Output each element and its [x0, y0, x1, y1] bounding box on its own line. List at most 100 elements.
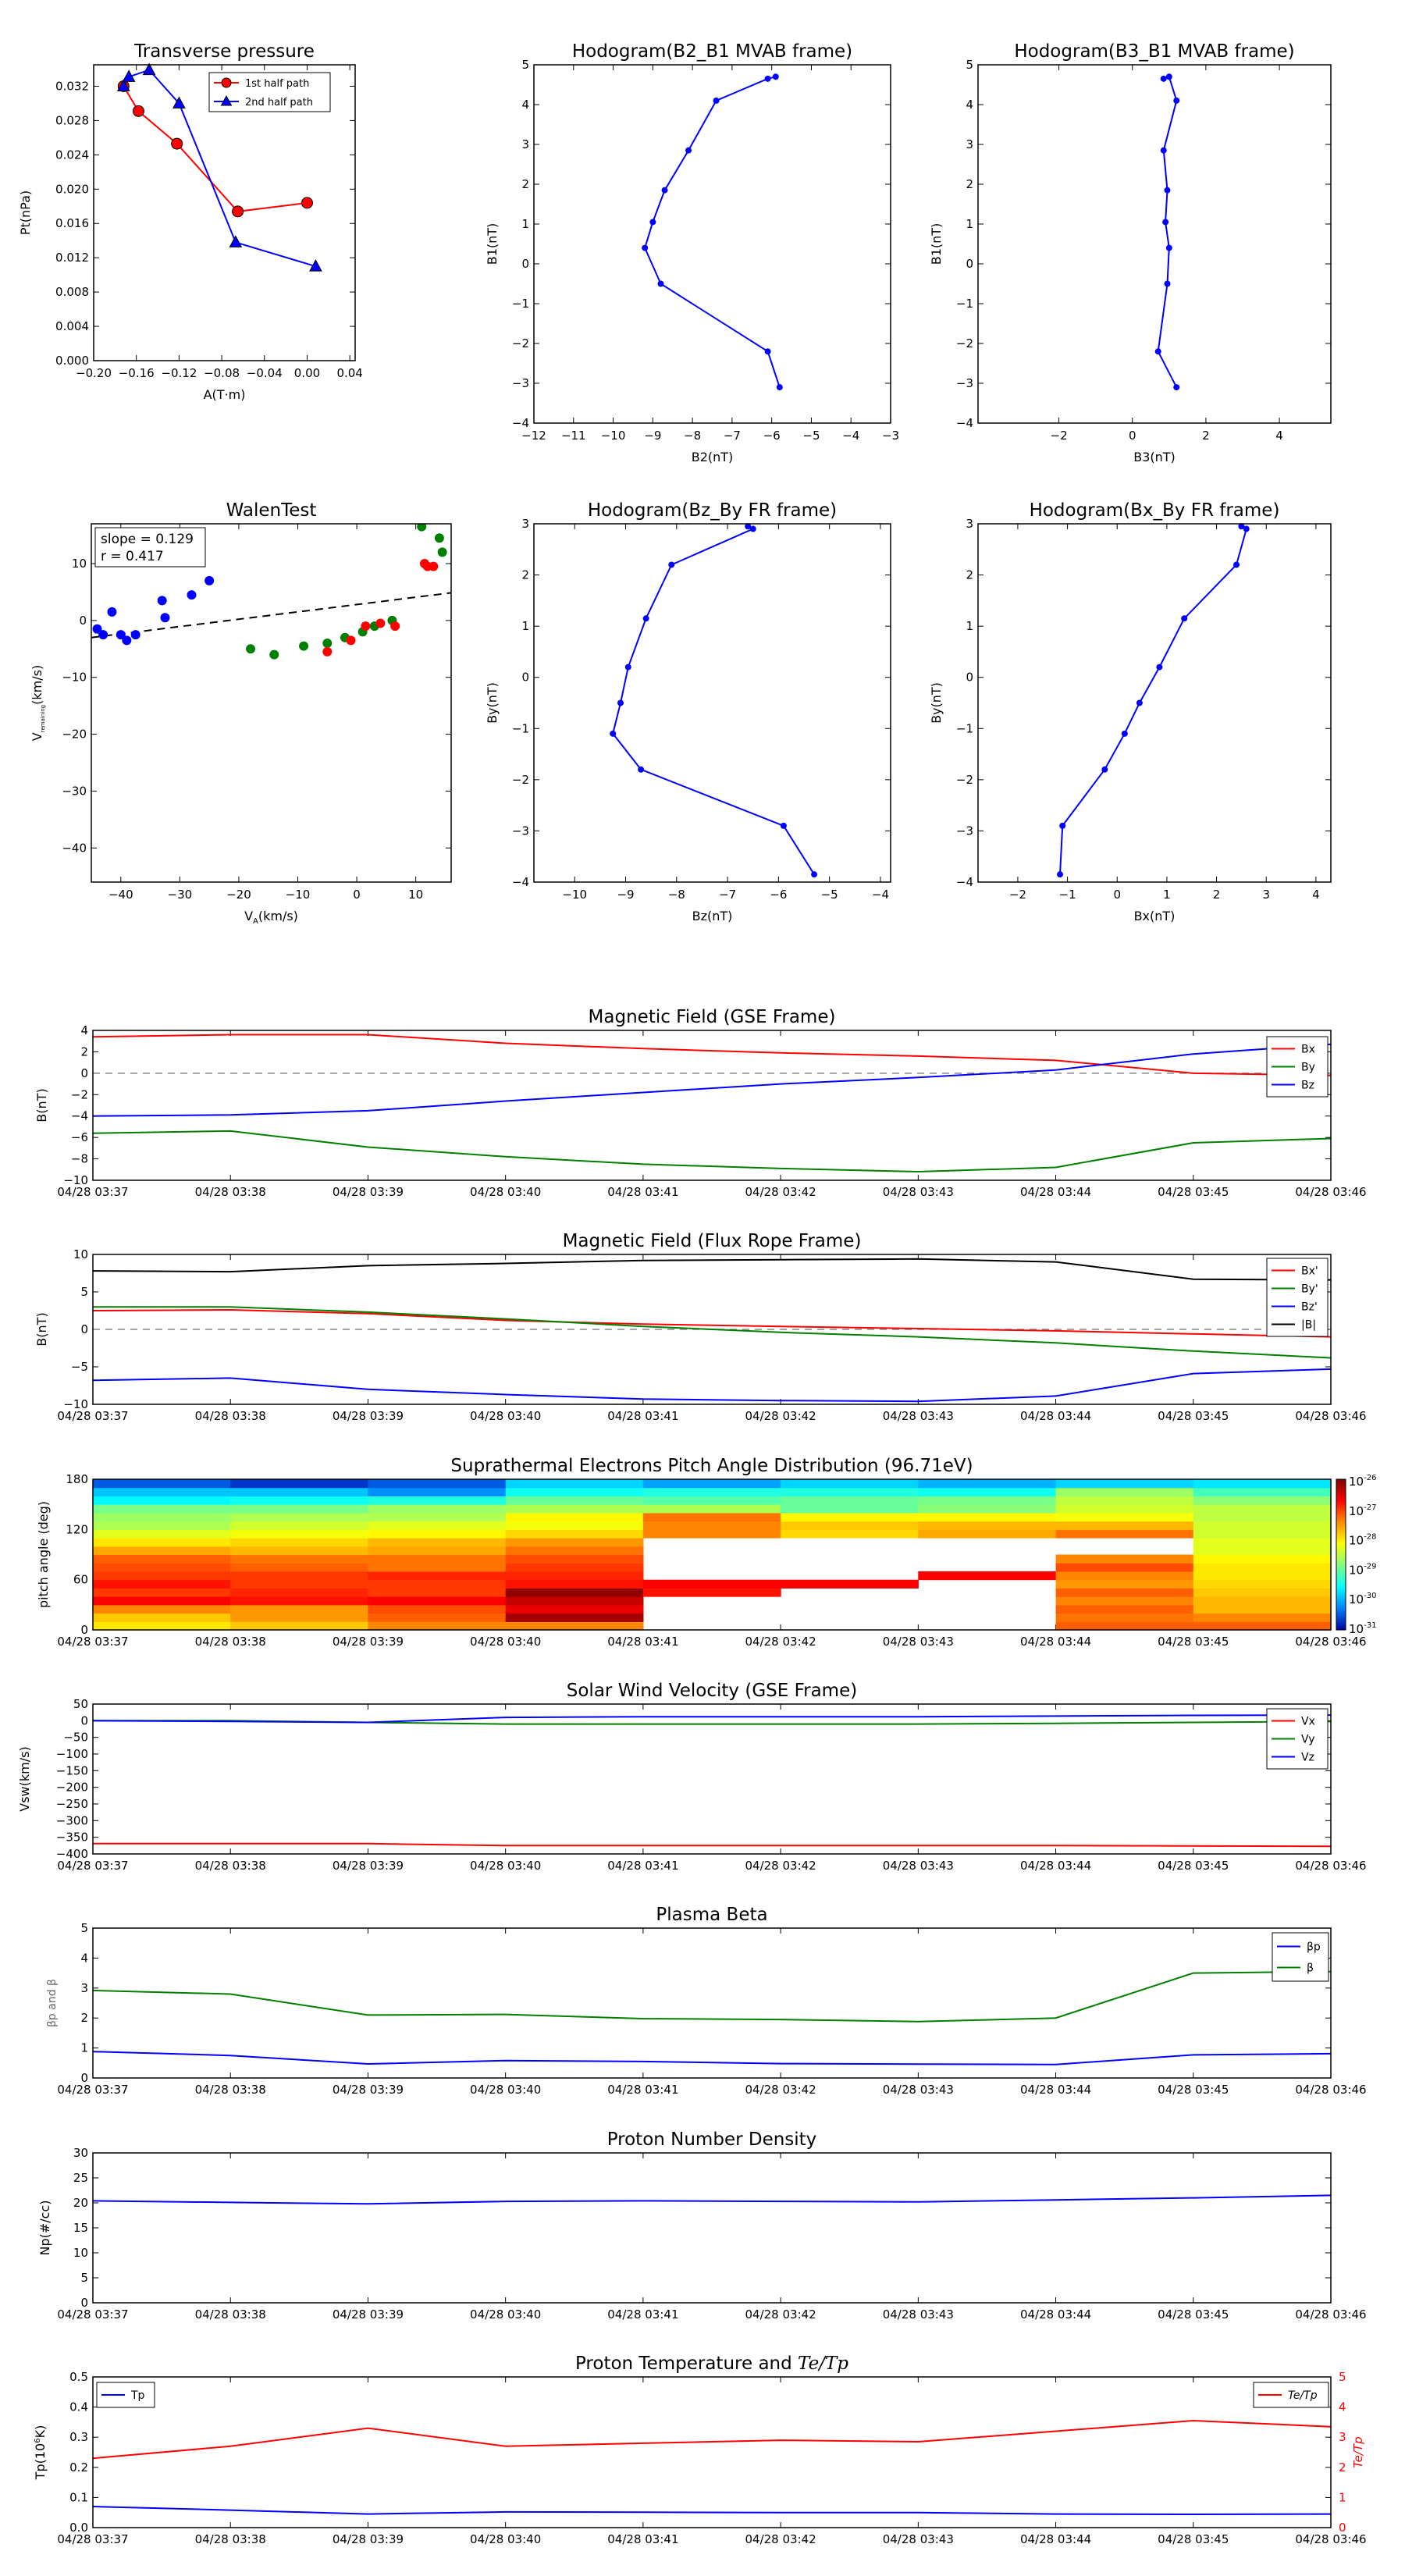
- heatmap-cell: [368, 1538, 507, 1547]
- heatmap-cell: [642, 1487, 781, 1496]
- y-axis-label: B(nT): [34, 1088, 49, 1122]
- heatmap-cell: [781, 1512, 919, 1522]
- plot-area: [91, 524, 451, 660]
- x-tick-label: −1: [1059, 888, 1076, 902]
- heatmap-cell: [368, 1546, 507, 1556]
- heatmap-cell: [781, 1479, 919, 1489]
- series-second-half: [116, 62, 322, 272]
- data-point: [764, 348, 771, 355]
- heatmap-cell: [505, 1546, 644, 1556]
- x-tick-label: 04/28 03:40: [470, 1635, 541, 1649]
- heatmap-cell: [505, 1529, 644, 1539]
- x-tick-label: 04/28 03:38: [195, 1859, 266, 1873]
- heatmap-cell: [93, 1538, 231, 1547]
- heatmap-cell: [368, 1588, 507, 1597]
- y-axis-label: B1(nT): [929, 223, 944, 265]
- x-tick-label: 0: [1129, 429, 1136, 443]
- chart-title: Proton Temperature and Te/Tp: [575, 2354, 848, 2374]
- heatmap-cell: [1055, 1487, 1194, 1496]
- x-tick-label: 10: [408, 888, 423, 902]
- heatmap-cell: [1193, 1504, 1332, 1514]
- heatmap-cell: [230, 1613, 368, 1622]
- plot-frame: [92, 1703, 1332, 1855]
- x-tick-label: −9: [644, 429, 661, 443]
- data-point: [642, 615, 649, 622]
- chart-title: Plasma Beta: [656, 1905, 767, 1925]
- x-tick-label: 04/28 03:41: [607, 1859, 678, 1873]
- y-tick-label: 0: [80, 1322, 88, 1336]
- heatmap-cell: [230, 1529, 368, 1539]
- heatmap-cell: [230, 1554, 368, 1564]
- data-point: [130, 630, 140, 640]
- x-tick-label: 04/28 03:38: [195, 1635, 266, 1649]
- data-point: [657, 280, 664, 287]
- y-axis-label: pitch angle (deg): [36, 1501, 51, 1608]
- y-tick-label: 0: [79, 614, 87, 628]
- heatmap-cell: [368, 1554, 507, 1564]
- x-tick-label: 04/28 03:45: [1158, 2532, 1229, 2546]
- x-tick-label: 1: [1163, 888, 1171, 902]
- heatmap-cell: [93, 1579, 231, 1589]
- y-axis-label: Vsw(km/s): [17, 1746, 32, 1811]
- data-point: [749, 525, 756, 532]
- x-tick-label: 04/28 03:45: [1158, 1859, 1229, 1873]
- plot-area: [93, 1970, 1331, 2065]
- y-tick-label: 10: [72, 557, 87, 571]
- heatmap-cell: [230, 1479, 368, 1489]
- x-tick-label: −2: [1051, 429, 1068, 443]
- heatmap-cell: [505, 1512, 644, 1522]
- y-tick-label: 0.000: [55, 354, 89, 368]
- x-tick-label: −0.04: [247, 366, 283, 380]
- heatmap-cell: [1193, 1512, 1332, 1522]
- x-tick-label: 04/28 03:38: [195, 2532, 266, 2546]
- x-tick-label: −40: [108, 888, 133, 902]
- y2-tick-label: 5: [1339, 2370, 1346, 2384]
- chart-tp: Transverse pressure −0.20 −0.16 −0.12 −0.08−…: [18, 41, 363, 402]
- y-tick-label: −3: [956, 824, 973, 838]
- heatmap-cell: [1055, 1479, 1194, 1489]
- x-tick-label: 04/28 03:39: [333, 1185, 404, 1199]
- heatmap-cell: [505, 1579, 644, 1589]
- x-tick-label: 04/28 03:37: [57, 1859, 128, 1873]
- y-tick-label: −4: [512, 416, 529, 430]
- legend-label: 2nd half path: [245, 97, 313, 109]
- y-tick-label: 15: [73, 2221, 88, 2235]
- heatmap-cell: [1193, 1563, 1332, 1572]
- heatmap-cell: [230, 1579, 368, 1589]
- y-tick-label: 180: [66, 1472, 88, 1486]
- series-line-Bz': [93, 1368, 1331, 1403]
- heatmap-cell: [918, 1529, 1057, 1539]
- data-point: [1059, 822, 1066, 829]
- y-tick-label: 3: [521, 517, 529, 531]
- x-tick-label: 04/28 03:40: [470, 1859, 541, 1873]
- scatter-series: [92, 575, 215, 646]
- x-tick-label: −7: [719, 888, 736, 902]
- data-point: [122, 69, 136, 82]
- data-point: [1156, 664, 1163, 671]
- data-point: [98, 630, 108, 640]
- data-point: [1238, 523, 1245, 530]
- y-tick-label: 30: [73, 2146, 88, 2160]
- x-tick-label: 04/28 03:45: [1158, 2083, 1229, 2097]
- heatmap-cell: [230, 1496, 368, 1505]
- x-axis-label: B2(nT): [692, 450, 734, 464]
- heatmap-cell: [368, 1613, 507, 1622]
- heatmap-cell: [1193, 1613, 1332, 1622]
- y-axis-label: βp and β: [46, 1979, 59, 2027]
- heatmap-cell: [230, 1521, 368, 1530]
- x-tick-label: 04/28 03:41: [607, 2532, 678, 2546]
- y2-axis-label: Te/Tp: [1351, 2436, 1365, 2467]
- y-tick-label: −100: [56, 1747, 88, 1761]
- data-point: [642, 244, 649, 251]
- y-tick-label: −3: [512, 376, 529, 390]
- y-axis-label: Vremaining(km/s): [30, 665, 46, 741]
- heatmap-cell: [93, 1596, 231, 1606]
- series-line: [1157, 76, 1178, 388]
- x-tick-label: −4: [872, 888, 889, 902]
- heatmap-cell: [230, 1546, 368, 1556]
- y-tick-label: −4: [956, 875, 973, 889]
- label-part: Tp(10: [33, 2443, 48, 2481]
- x-tick-label: 04/28 03:42: [745, 2307, 816, 2322]
- heatmap-cell: [1193, 1496, 1332, 1505]
- legend-label: By: [1301, 1062, 1315, 1074]
